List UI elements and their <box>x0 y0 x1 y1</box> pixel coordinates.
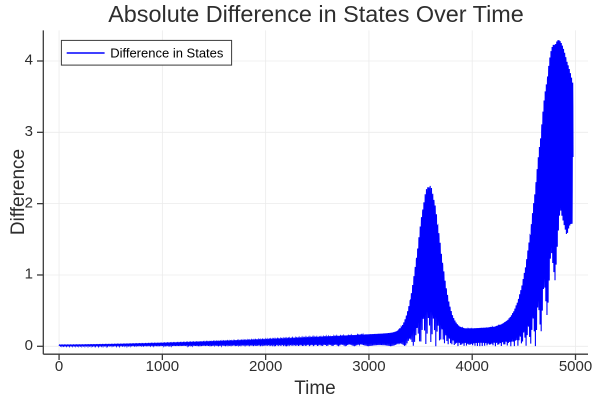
svg-text:3000: 3000 <box>352 358 385 375</box>
svg-text:Difference in States: Difference in States <box>110 45 224 60</box>
svg-text:Absolute Difference in States: Absolute Difference in States Over Time <box>108 1 524 27</box>
svg-text:0: 0 <box>55 358 63 375</box>
svg-text:1: 1 <box>25 266 33 283</box>
svg-text:2000: 2000 <box>249 358 282 375</box>
svg-text:Time: Time <box>294 378 336 399</box>
svg-text:4: 4 <box>25 52 33 69</box>
svg-text:4000: 4000 <box>456 358 489 375</box>
svg-text:5000: 5000 <box>559 358 592 375</box>
svg-text:0: 0 <box>25 337 33 354</box>
svg-text:3: 3 <box>25 123 33 140</box>
svg-text:1000: 1000 <box>146 358 179 375</box>
svg-text:Difference: Difference <box>8 149 29 235</box>
